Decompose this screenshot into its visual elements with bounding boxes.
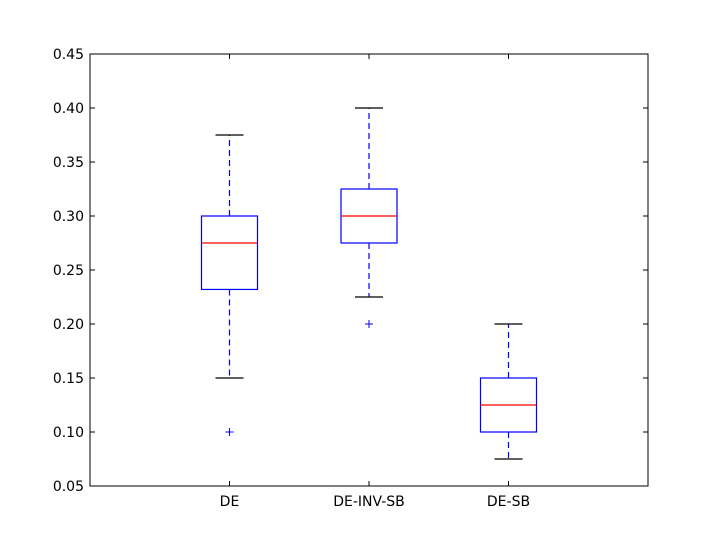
y-tick-label: 0.25 [53, 263, 84, 279]
y-tick-label: 0.05 [53, 479, 84, 495]
x-tick-label: DE-SB [487, 494, 530, 510]
box-group-de-inv-sb [340, 107, 398, 328]
box-group-de-sb [479, 323, 538, 460]
y-tick-label: 0.15 [53, 371, 84, 387]
y-tick-label: 0.30 [53, 209, 84, 225]
y-tick-label: 0.40 [53, 101, 84, 117]
y-tick-label: 0.35 [53, 155, 84, 171]
x-tick-label: DE-INV-SB [333, 494, 405, 510]
iqr-box [200, 215, 259, 291]
y-tick-label: 0.20 [53, 317, 84, 333]
y-tick-label: 0.45 [53, 47, 84, 63]
boxes-layer [200, 107, 538, 460]
box-group-de [200, 134, 259, 436]
y-tick-label: 0.10 [53, 425, 84, 441]
outlier-marker [365, 320, 373, 328]
x-tick-label: DE [220, 494, 240, 510]
outlier-marker [225, 428, 234, 436]
y-axis: 0.05 0.10 0.15 0.20 0.25 0.30 0.35 0.40 0.45 [53, 47, 648, 495]
x-axis: DE DE-INV-SB DE-SB [220, 54, 530, 510]
